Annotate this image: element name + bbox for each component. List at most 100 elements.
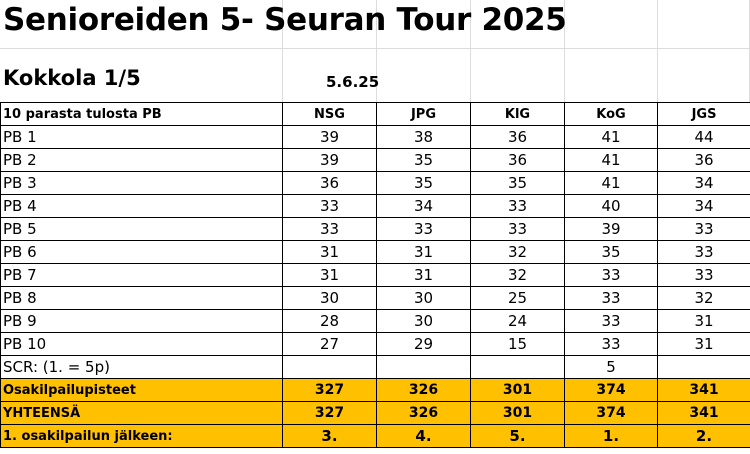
score-row-cell: 31 xyxy=(282,240,377,264)
score-row-cell: 40 xyxy=(564,194,658,218)
points-row-cell: 327 xyxy=(282,378,377,402)
score-row-cell: 29 xyxy=(376,332,471,356)
total-row-cell: 301 xyxy=(470,401,565,425)
score-row-cell: 28 xyxy=(282,309,377,333)
score-row-cell: 33 xyxy=(282,217,377,241)
score-row: PB 5 33 33 33 39 33 xyxy=(0,217,750,241)
points-row-cell: 341 xyxy=(657,378,750,402)
score-row-cell: 34 xyxy=(657,171,750,195)
score-row-cell: 39 xyxy=(282,125,377,149)
score-row-cell: 31 xyxy=(657,309,750,333)
score-row-cell: 33 xyxy=(564,309,658,333)
score-row-label: PB 2 xyxy=(0,148,283,172)
standing-row: 1. osakilpailun jälkeen: 3. 4. 5. 1. 2. xyxy=(0,424,750,448)
score-row: PB 3 36 35 35 41 34 xyxy=(0,171,750,195)
score-row-cell: 27 xyxy=(282,332,377,356)
score-row-label: PB 3 xyxy=(0,171,283,195)
score-row-cell: 36 xyxy=(470,148,565,172)
standing-row-cell: 2. xyxy=(657,424,750,448)
gridline xyxy=(657,0,658,102)
score-row-cell: 38 xyxy=(376,125,471,149)
total-row-cell: 374 xyxy=(564,401,658,425)
score-row-cell: 35 xyxy=(470,171,565,195)
score-row-cell: 24 xyxy=(470,309,565,333)
scr-row-cell xyxy=(470,355,565,379)
total-row-cell: 327 xyxy=(282,401,377,425)
scr-row-cell: 5 xyxy=(564,355,658,379)
score-row-cell: 39 xyxy=(282,148,377,172)
score-row-cell: 36 xyxy=(657,148,750,172)
score-row-label: PB 1 xyxy=(0,125,283,149)
score-row-cell: 30 xyxy=(282,286,377,310)
score-row-label: PB 5 xyxy=(0,217,283,241)
score-table-body: 10 parasta tulosta PB NSG JPG KlG KoG JGS PB 1… xyxy=(0,102,750,448)
score-row: PB 1 39 38 36 41 44 xyxy=(0,125,750,149)
score-row-cell: 33 xyxy=(376,217,471,241)
score-row-label: PB 7 xyxy=(0,263,283,287)
score-row: PB 7 31 31 32 33 33 xyxy=(0,263,750,287)
score-row-cell: 33 xyxy=(657,240,750,264)
header-row-cell: KoG xyxy=(564,102,658,126)
score-row-label: PB 4 xyxy=(0,194,283,218)
score-row-cell: 34 xyxy=(657,194,750,218)
total-row-cell: 341 xyxy=(657,401,750,425)
score-row-cell: 34 xyxy=(376,194,471,218)
score-row-cell: 36 xyxy=(470,125,565,149)
score-row-cell: 35 xyxy=(564,240,658,264)
score-row-label: PB 6 xyxy=(0,240,283,264)
score-row-cell: 41 xyxy=(564,148,658,172)
score-row-cell: 44 xyxy=(657,125,750,149)
standing-row-cell: 4. xyxy=(376,424,471,448)
score-row: PB 10 27 29 15 33 31 xyxy=(0,332,750,356)
score-row-cell: 33 xyxy=(657,263,750,287)
header-row-cell: JGS xyxy=(657,102,750,126)
header-row-label: 10 parasta tulosta PB xyxy=(0,102,283,126)
gridline xyxy=(282,0,283,102)
gridline xyxy=(376,0,377,102)
points-row-cell: 301 xyxy=(470,378,565,402)
score-row-cell: 15 xyxy=(470,332,565,356)
gridline xyxy=(0,48,750,49)
header-row-cell: KlG xyxy=(470,102,565,126)
score-row: PB 8 30 30 25 33 32 xyxy=(0,286,750,310)
standing-row-label: 1. osakilpailun jälkeen: xyxy=(0,424,283,448)
header-row-cell: JPG xyxy=(376,102,471,126)
score-row-cell: 25 xyxy=(470,286,565,310)
score-row-cell: 35 xyxy=(376,148,471,172)
score-row-cell: 33 xyxy=(282,194,377,218)
score-row-label: PB 9 xyxy=(0,309,283,333)
points-row-label: Osakilpailupisteet xyxy=(0,378,283,402)
score-row-cell: 41 xyxy=(564,125,658,149)
score-row-label: PB 10 xyxy=(0,332,283,356)
scr-row-cell xyxy=(657,355,750,379)
header-row-cell: NSG xyxy=(282,102,377,126)
scr-row: SCR: (1. = 5p) 5 xyxy=(0,355,750,379)
scr-row-label: SCR: (1. = 5p) xyxy=(0,355,283,379)
scr-row-cell xyxy=(376,355,471,379)
total-row: YHTEENSÄ 327 326 301 374 341 xyxy=(0,401,750,425)
page-title: Senioreiden 5- Seuran Tour 2025 xyxy=(3,2,567,38)
score-row-cell: 33 xyxy=(470,217,565,241)
score-row-cell: 36 xyxy=(282,171,377,195)
score-row: PB 2 39 35 36 41 36 xyxy=(0,148,750,172)
round-date: 5.6.25 xyxy=(326,73,380,91)
score-row-cell: 32 xyxy=(657,286,750,310)
score-row-cell: 35 xyxy=(376,171,471,195)
round-name: Kokkola 1/5 xyxy=(3,66,141,90)
score-row: PB 4 33 34 33 40 34 xyxy=(0,194,750,218)
score-row-cell: 33 xyxy=(657,217,750,241)
score-row-cell: 33 xyxy=(564,332,658,356)
points-row-cell: 326 xyxy=(376,378,471,402)
score-table: 10 parasta tulosta PB NSG JPG KlG KoG JGS PB 1… xyxy=(0,102,750,448)
score-row-cell: 31 xyxy=(657,332,750,356)
total-row-label: YHTEENSÄ xyxy=(0,401,283,425)
standing-row-cell: 1. xyxy=(564,424,658,448)
points-row-cell: 374 xyxy=(564,378,658,402)
score-row-cell: 32 xyxy=(470,240,565,264)
gridline xyxy=(470,0,471,102)
score-row-cell: 39 xyxy=(564,217,658,241)
points-row: Osakilpailupisteet 327 326 301 374 341 xyxy=(0,378,750,402)
standing-row-cell: 5. xyxy=(470,424,565,448)
score-row-cell: 41 xyxy=(564,171,658,195)
score-row-label: PB 8 xyxy=(0,286,283,310)
